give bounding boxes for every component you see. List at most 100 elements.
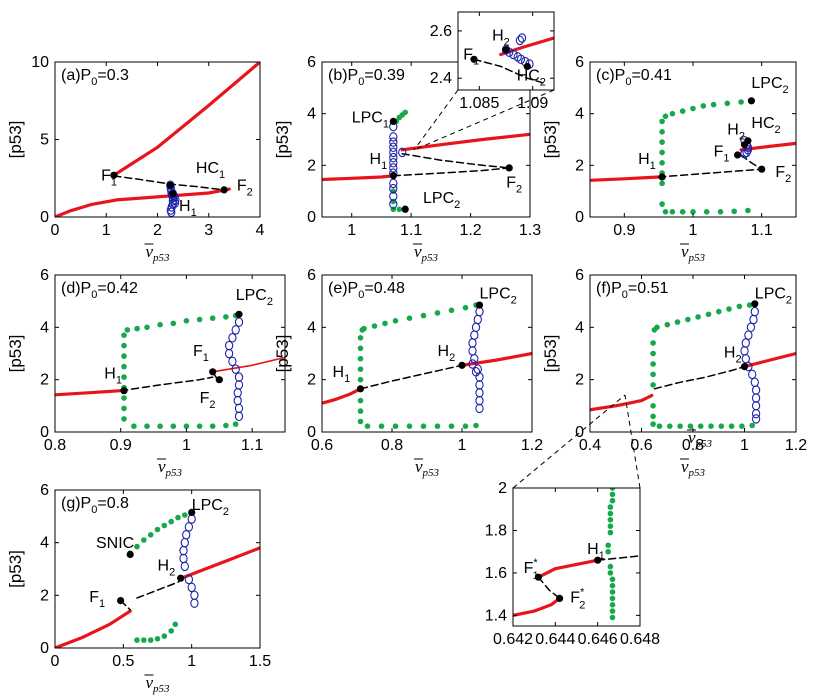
x-axis-label: vp53 [158,457,183,479]
panel-b-inset: F1 H2 HC2 1.085 1.09 2.4 2.6 [430,11,555,112]
special-point-label: LPC2 [751,75,788,96]
inset-f-connector-left [512,394,626,489]
special-point-label: F1 [101,168,117,189]
special-point-label: HC2 [517,68,546,89]
stable-cycle-point [406,315,413,322]
unstable-cycle-point [398,147,407,158]
stable-branch-0 [55,389,123,397]
stable-cycle-point [650,371,656,378]
stable-cycle-point [607,523,614,529]
stable-cycle-point [392,318,399,324]
special-point-marker [747,97,756,105]
stable-cycle-point [659,129,665,135]
stable-cycle-point [656,423,663,430]
x-tick-label: 1.2 [521,437,543,454]
stable-cycle-point [124,327,131,333]
x-tick-label: 1 [187,653,196,670]
panel-title: (e)P0=0.48 [328,280,405,301]
panel-background [590,62,796,217]
x-axis-label: vp53 [415,457,440,479]
panel-title: (b)P0=0.39 [328,67,405,88]
y-tick-label: 1.6 [485,565,507,582]
y-tick-label: 6 [40,482,49,499]
x-tick-label: 0.648 [620,631,660,648]
panel-background [55,490,260,648]
special-point-marker [120,387,128,395]
special-point-marker [758,165,766,173]
panel-background [513,488,640,626]
unstable-cycle-point [751,414,761,424]
unstable-cycle-point [234,411,244,422]
stable-cycle-point [679,209,686,215]
stable-cycle-point [378,423,385,430]
stable-cycle-point [172,621,179,628]
x-tick-label: 1 [347,222,356,239]
x-tick-label: 0.646 [578,631,618,648]
special-point-label: F* 1 [524,557,539,582]
x-tick-label: 0.9 [110,437,132,454]
special-point-label: H2 [727,121,745,142]
stable-cycle-point [607,517,614,523]
y-tick-label: 2 [575,157,584,174]
stable-cycle-point [462,304,469,311]
stable-branch-1 [183,546,260,579]
stable-cycle-point [609,582,616,589]
y-axis-label: [p53] [273,335,292,373]
stable-cycle-point [361,325,367,332]
x-tick-label: 1.1 [400,222,422,239]
stable-cycle-point [685,316,691,323]
stable-cycle-point [708,423,714,430]
y-axis-label: [p53] [6,335,25,373]
stable-cycle-point [121,363,127,370]
special-point-marker [166,181,174,189]
stable-cycle-point [609,614,616,621]
x-tick-label: 1.2 [785,437,807,454]
stable-cycle-point [473,422,479,429]
y-axis-label: [p53] [6,550,25,588]
panel-title: (c)P0=0.41 [596,67,672,88]
stable-cycle-point [364,423,371,430]
stable-branch-1 [211,356,285,373]
stable-cycle-point [161,522,168,529]
stable-cycle-point [650,421,656,427]
y-tick-label: 2.4 [430,70,452,87]
axes-frame [321,61,531,218]
unstable-cycle-point [187,582,196,593]
unstable-cycle-point [389,147,398,158]
x-axis-label: vp53 [145,242,170,264]
special-point-label: LPC2 [236,287,273,308]
y-axis-label: [p53] [6,121,25,159]
unstable-cycle-point [509,49,518,60]
stable-cycle-point [357,397,364,404]
unstable-cycle-point [389,137,398,147]
panel-d: LPC2 F1 F2 H1 0.8 0.9 1 1.1 0 2 4 6 (d)P0=0.42 [p53] v… [6,267,286,479]
y-tick-label: 6 [575,54,584,71]
stable-branch-0 [513,596,562,618]
stable-cycle-point [223,422,229,429]
stable-cycle-point [134,543,140,550]
special-point-marker [740,363,749,371]
x-tick-label: 1 [689,222,698,239]
y-tick-label: 4 [307,319,316,336]
unstable-branch-3 [401,152,510,169]
y-tick-label: 6 [307,54,316,71]
x-tick-label: 3 [204,222,213,239]
special-point-label: H1 [104,365,122,386]
stable-cycle-point [121,374,127,380]
stable-cycle-point [659,118,665,125]
stable-cycle-point [659,139,665,145]
stable-cycle-point [605,542,611,549]
x-tick-label: 0.9 [613,222,635,239]
stable-cycle-point [168,518,174,525]
plot-area [55,312,285,430]
panel-title: (f)P0=0.51 [596,280,668,301]
special-point-label: H1 [333,364,351,385]
special-point-label: H2 [492,27,510,48]
stable-branch-0 [55,187,231,217]
y-tick-label: 2 [40,372,49,389]
stable-cycle-point [650,403,656,409]
x-tick-label: 0.6 [311,437,333,454]
special-point-label: F1 [193,343,209,364]
stable-cycle-point [677,423,683,430]
special-point-label: F1 [89,589,105,610]
